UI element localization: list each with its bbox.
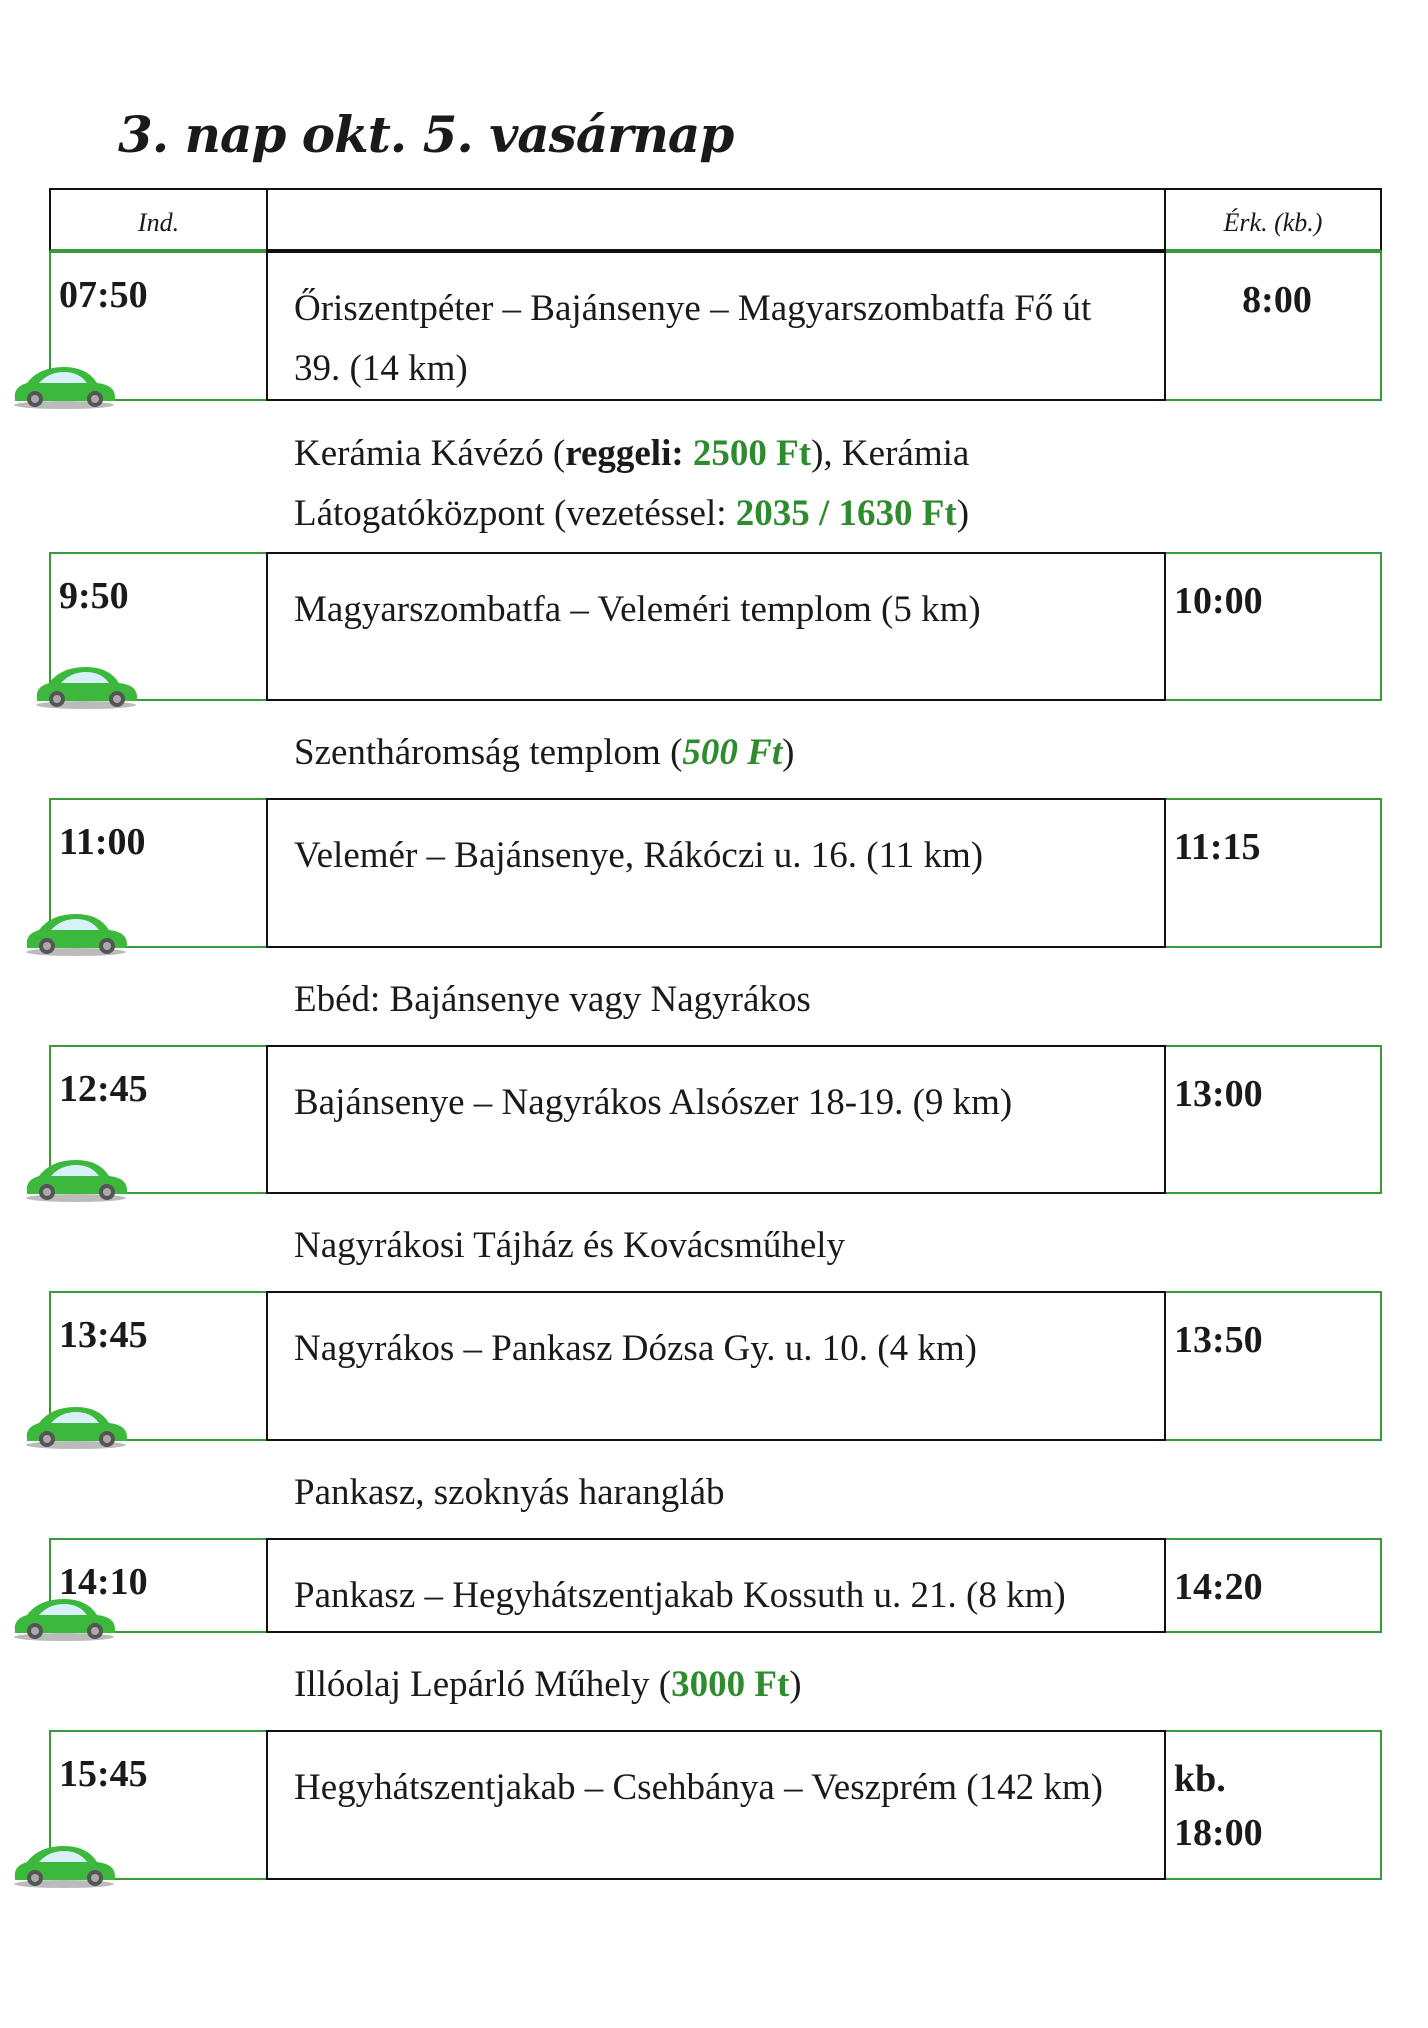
departure-cell: 9:50	[36, 552, 266, 709]
departure-cell: 14:10	[14, 1538, 266, 1641]
route-cell: Nagyrákos – Pankasz Dózsa Gy. u. 10. (4 …	[266, 1291, 1166, 1441]
arrival-time: kb. 18:00	[1174, 1758, 1263, 1854]
arrival-time: 13:50	[1174, 1319, 1263, 1361]
table-row: 15:45 Hegyhátszentjakab – Csehbánya – Ve…	[14, 1730, 1382, 1888]
departure-cell: 07:50	[14, 251, 266, 409]
route-text: Magyarszombatfa – Veleméri templom (5 km…	[294, 589, 981, 630]
arrival-cell: kb. 18:00	[1166, 1730, 1382, 1880]
car-icon	[21, 908, 131, 956]
route-cell: Őriszentpéter – Bajánsenye – Magyarszomb…	[266, 251, 1166, 401]
arrival-time: 8:00	[1242, 279, 1312, 321]
route-cell: Magyarszombatfa – Veleméri templom (5 km…	[266, 552, 1166, 701]
arrival-time: 14:20	[1174, 1566, 1263, 1608]
arrival-cell: 8:00	[1166, 251, 1382, 401]
car-icon	[21, 1401, 131, 1449]
header-arrival: Érk. (kb.)	[1166, 188, 1382, 251]
route-cell: Velemér – Bajánsenye, Rákóczi u. 16. (11…	[266, 798, 1166, 948]
note-ceramics: Kerámia Kávézó (reggeli: 2500 Ft), Kerám…	[294, 433, 970, 534]
departure-time: 9:50	[59, 575, 129, 617]
route-text: Pankasz – Hegyhátszentjakab Kossuth u. 2…	[294, 1575, 1066, 1616]
header-middle	[266, 188, 1166, 251]
header-departure: Ind.	[49, 188, 266, 251]
table-row: 11:00 Velemér – Bajánsenye, Rákóczi u. 1…	[26, 798, 1382, 956]
departure-time: 11:00	[59, 821, 146, 863]
route-text: Velemér – Bajánsenye, Rákóczi u. 16. (11…	[294, 835, 984, 876]
arrival-time: 10:00	[1174, 580, 1263, 622]
table-row: 9:50 Magyarszombatfa – Veleméri templom …	[36, 552, 1382, 709]
page-title: 3. nap okt. 5. vasárnap	[118, 105, 734, 164]
route-cell: Hegyhátszentjakab – Csehbánya – Veszprém…	[266, 1730, 1166, 1880]
note-belfry: Pankasz, szoknyás harangláb	[294, 1472, 725, 1513]
departure-time: 13:45	[59, 1314, 148, 1356]
departure-cell: 15:45	[14, 1730, 266, 1888]
departure-cell: 13:45	[26, 1291, 266, 1449]
departure-cell: 12:45	[26, 1045, 266, 1202]
note-lunch: Ebéd: Bajánsenye vagy Nagyrákos	[294, 979, 811, 1020]
route-cell: Bajánsenye – Nagyrákos Alsószer 18-19. (…	[266, 1045, 1166, 1194]
arrival-cell: 11:15	[1166, 798, 1382, 948]
note-museum: Nagyrákosi Tájház és Kovácsműhely	[294, 1225, 846, 1266]
departure-time: 12:45	[59, 1068, 148, 1110]
car-icon	[31, 661, 141, 709]
route-text: Őriszentpéter – Bajánsenye – Magyarszomb…	[294, 288, 1092, 389]
car-icon	[9, 361, 119, 409]
departure-time: 15:45	[59, 1753, 148, 1795]
departure-time: 14:10	[59, 1561, 148, 1603]
note-distillery: Illóolaj Lepárló Műhely (3000 Ft)	[294, 1664, 802, 1705]
departure-time: 07:50	[59, 274, 148, 316]
note-church: Szentháromság templom (500 Ft)	[294, 732, 795, 773]
departure-cell: 11:00	[26, 798, 266, 956]
route-text: Hegyhátszentjakab – Csehbánya – Veszprém…	[294, 1767, 1103, 1808]
table-header: Ind. Érk. (kb.)	[49, 188, 1382, 251]
table-row: 12:45 Bajánsenye – Nagyrákos Alsószer 18…	[26, 1045, 1382, 1202]
arrival-cell: 10:00	[1166, 552, 1382, 701]
arrival-time: 11:15	[1174, 826, 1261, 868]
arrival-cell: 14:20	[1166, 1538, 1382, 1633]
car-icon	[9, 1840, 119, 1888]
arrival-cell: 13:00	[1166, 1045, 1382, 1194]
table-row: 07:50 Őriszentpéter – Bajánsenye – Magya…	[14, 251, 1382, 409]
car-icon	[9, 1593, 119, 1641]
route-text: Bajánsenye – Nagyrákos Alsószer 18-19. (…	[294, 1082, 1013, 1123]
route-text: Nagyrákos – Pankasz Dózsa Gy. u. 10. (4 …	[294, 1328, 977, 1369]
table-row: 13:45 Nagyrákos – Pankasz Dózsa Gy. u. 1…	[26, 1291, 1382, 1449]
arrival-time: 13:00	[1174, 1073, 1263, 1115]
route-cell: Pankasz – Hegyhátszentjakab Kossuth u. 2…	[266, 1538, 1166, 1633]
car-icon	[21, 1154, 131, 1202]
arrival-cell: 13:50	[1166, 1291, 1382, 1441]
table-row: 14:10 Pankasz – Hegyhátszentjakab Kossut…	[14, 1538, 1382, 1641]
